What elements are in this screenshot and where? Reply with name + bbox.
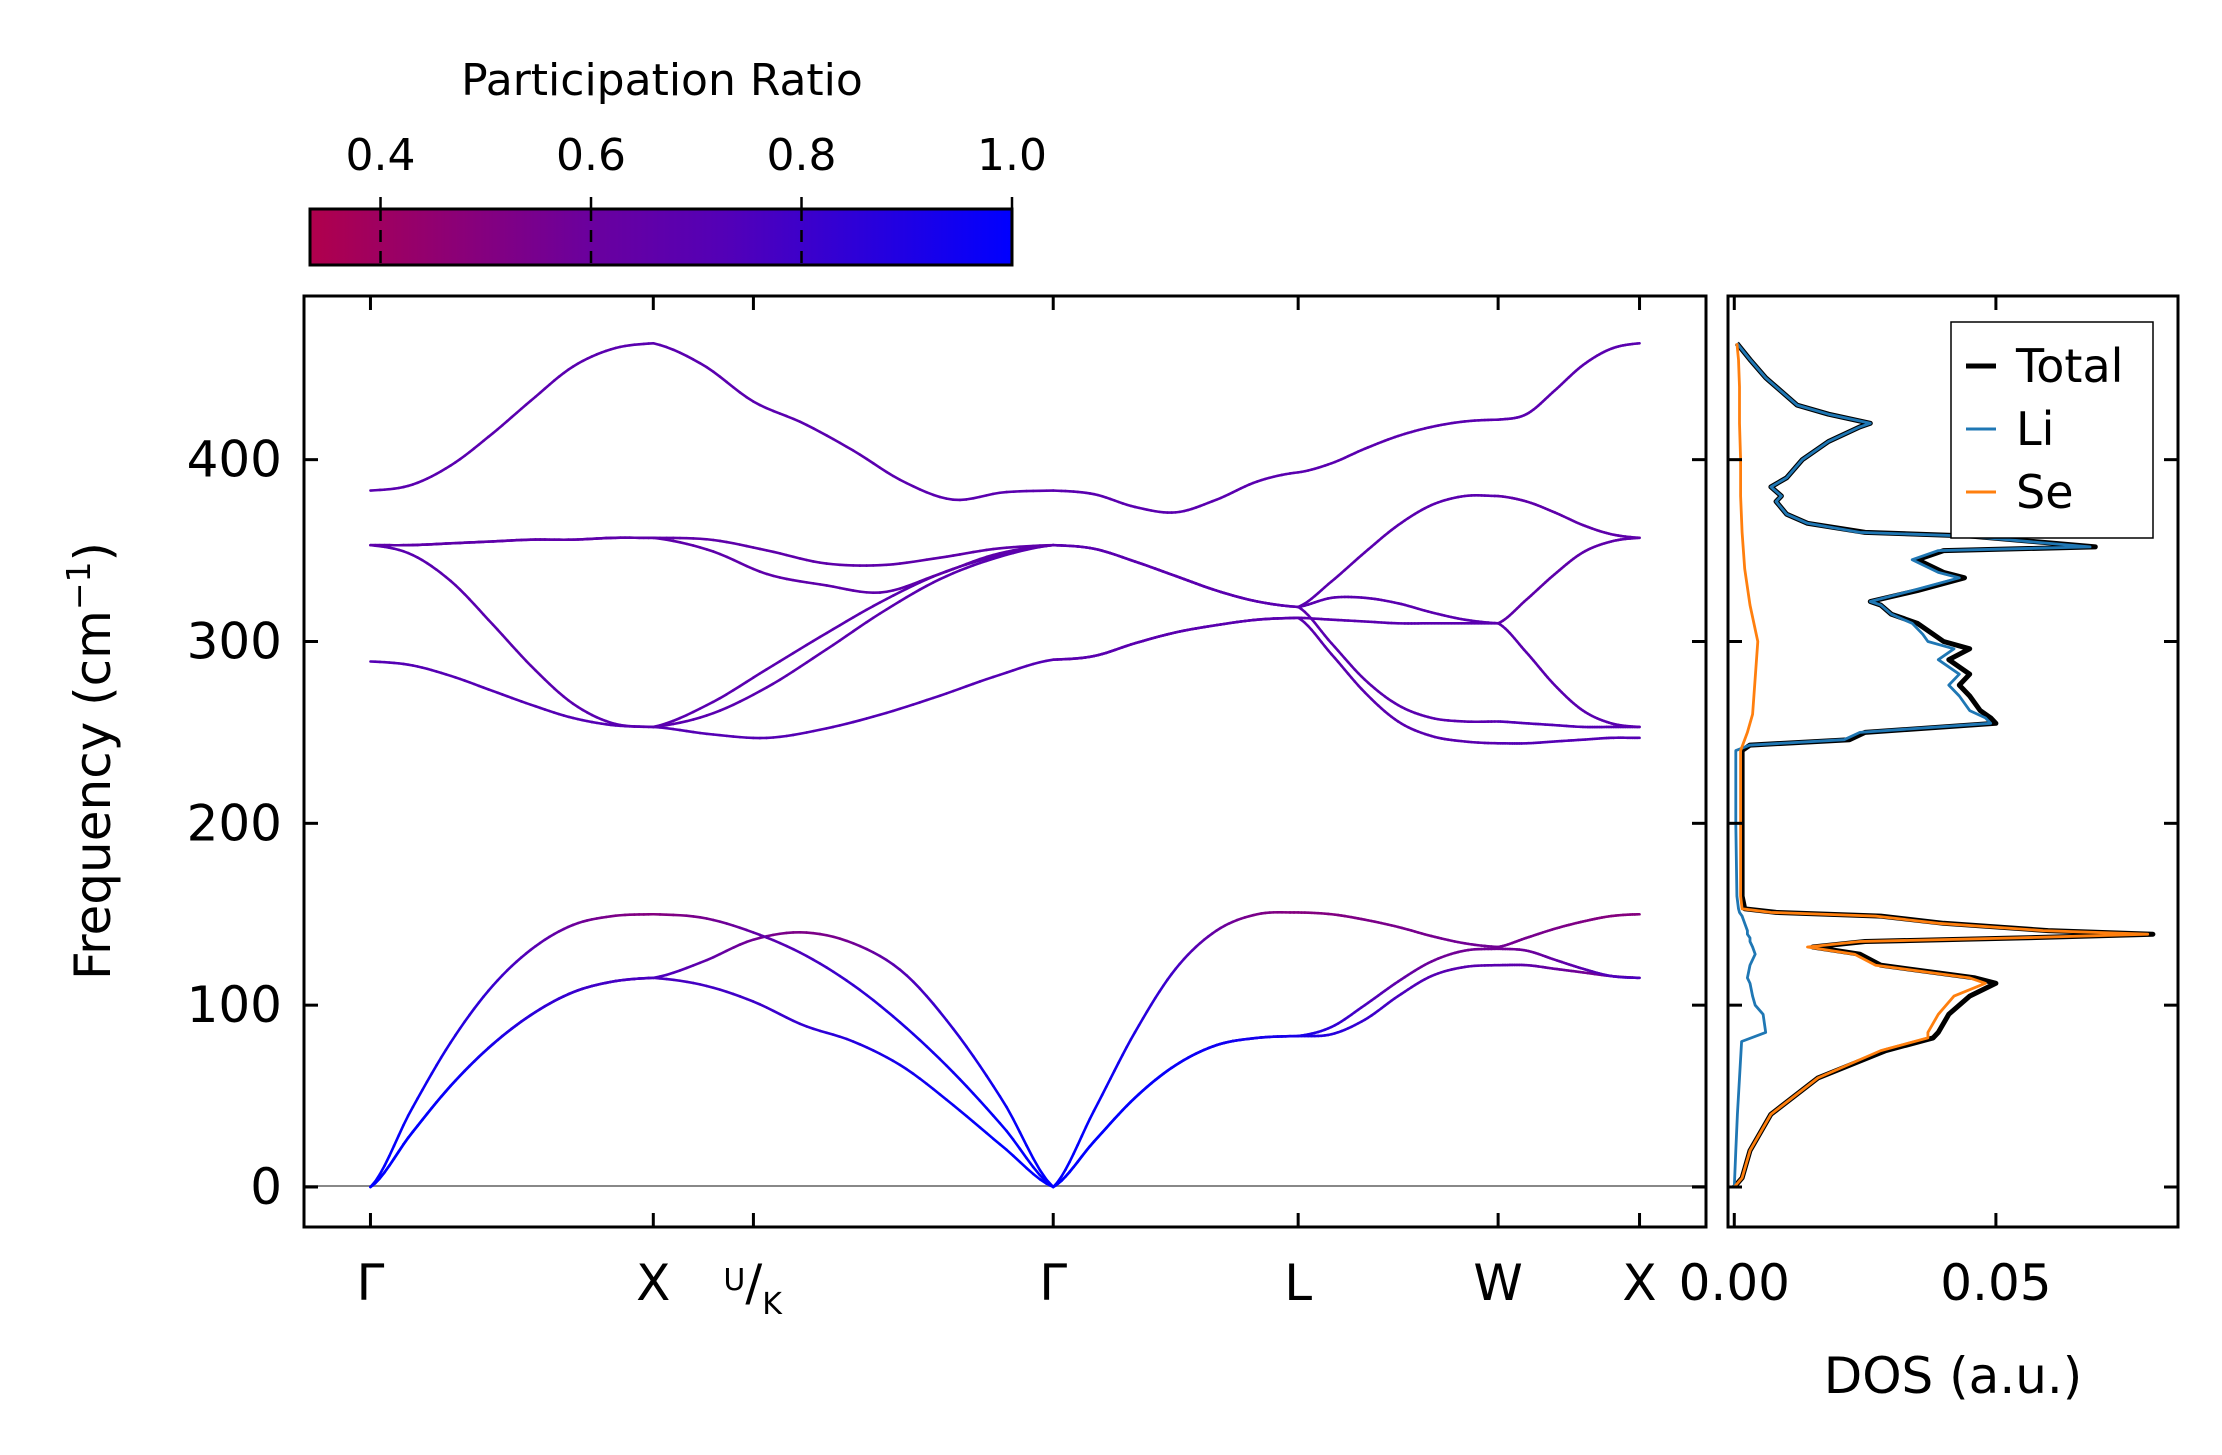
- ytick-label: 200: [187, 794, 282, 852]
- kpoint-label: X: [636, 1254, 670, 1312]
- phonon-branch: [1296, 418, 1500, 474]
- uk-slash: /: [745, 1254, 762, 1312]
- dos-line-li: [1732, 342, 2092, 1188]
- uk-bottom: K: [762, 1287, 783, 1322]
- phonon-branch: [1051, 1034, 1300, 1189]
- kpoint-label: Γ: [357, 1254, 385, 1312]
- phonon-branch: [651, 912, 1055, 1189]
- dos-xtick-label: 0.00: [1679, 1254, 1790, 1312]
- colorbar-gradient: [308, 207, 1014, 267]
- phonon-branch: [1496, 341, 1641, 421]
- ytick-label: 400: [187, 431, 282, 489]
- phonon-branch: [1296, 595, 1500, 625]
- phonon-branch: [369, 976, 655, 1189]
- phonon-branch: [369, 536, 655, 547]
- phonon-branch: [1496, 621, 1641, 729]
- phonon-branch: [1296, 963, 1500, 1038]
- phonon-branch: [369, 660, 655, 729]
- colorbar-tick-label: 0.6: [556, 130, 626, 181]
- kpoint-label: W: [1473, 1254, 1522, 1312]
- ytick-label: 100: [187, 976, 282, 1034]
- frequency-ticks: 0 100 200 300 400: [187, 431, 1706, 1216]
- phonon-branch: [651, 658, 1055, 740]
- dos-ticks: 0.00 0.05: [1679, 296, 2178, 1312]
- kpoint-label: Γ: [1039, 1254, 1067, 1312]
- phonon-branch: [1051, 616, 1300, 661]
- phonon-branch: [369, 912, 655, 1189]
- band-axes-frame: [302, 294, 1708, 1229]
- kpoint-ticks: Γ X U/K Γ L W X: [357, 296, 1657, 1322]
- phonon-branch: [1296, 494, 1500, 609]
- ylabel-superscript: −1: [59, 561, 98, 610]
- phonon-branch: [1051, 616, 1300, 661]
- kpoint-label: L: [1284, 1254, 1312, 1312]
- phonon-branch: [1296, 911, 1500, 949]
- kpoint-label: X: [1622, 1254, 1656, 1312]
- phonon-branch: [1296, 616, 1500, 745]
- dos-axis-label: DOS (a.u.): [1824, 1347, 2083, 1405]
- dos-xtick-label: 0.05: [1940, 1254, 2051, 1312]
- phonon-branch: [1051, 911, 1300, 1189]
- phonon-branch: [1496, 912, 1641, 949]
- colorbar-tick-label: 0.4: [346, 130, 416, 181]
- phonon-branch: [651, 931, 1055, 1189]
- phonon-branch: [1051, 471, 1300, 514]
- phonon-branch: [1496, 736, 1641, 745]
- legend-label-se: Se: [2016, 465, 2074, 519]
- colorbar-tick-label: 1.0: [977, 130, 1047, 181]
- ytick-label: 300: [187, 612, 282, 670]
- phonon-branch: [369, 341, 655, 492]
- phonon-bands: [369, 341, 1641, 1189]
- phonon-branch: [369, 543, 655, 729]
- phonon-branch: [1051, 543, 1300, 609]
- band-structure-panel: Γ X U/K Γ L W X 0 100 200 300 400 Frequency (cm−1): [59, 294, 1708, 1322]
- phonon-branch: [1496, 720, 1641, 729]
- phonon-branch: [1496, 536, 1641, 625]
- frequency-axis-label: Frequency (cm−1): [59, 542, 122, 980]
- phonon-branch: [1051, 1034, 1300, 1189]
- ylabel-main: Frequency (cm: [64, 610, 122, 980]
- phonon-branch: [1296, 947, 1500, 1038]
- phonon-branch: [651, 543, 1055, 729]
- colorbar: Participation Ratio 0.4 0.6 0.8 1.0: [308, 55, 1047, 267]
- uk-top: U: [723, 1263, 745, 1298]
- dos-legend: Total Li Se: [1950, 321, 2154, 539]
- legend-label-total: Total: [2015, 339, 2123, 393]
- colorbar-title: Participation Ratio: [461, 55, 863, 106]
- phonon-branch: [651, 543, 1055, 729]
- colorbar-tick-label: 0.8: [767, 130, 837, 181]
- phonon-branch: [1296, 605, 1500, 724]
- dos-line-se: [1733, 343, 2150, 1188]
- ytick-label: 0: [250, 1158, 282, 1216]
- ylabel-close: ): [64, 542, 122, 562]
- kpoint-label-uk: U/K: [723, 1254, 783, 1322]
- dos-axes-frame: [1726, 294, 2180, 1229]
- dos-curves: [1732, 341, 2156, 1189]
- phonon-branch: [651, 341, 1055, 502]
- phonon-branch: [651, 976, 1055, 1189]
- legend-label-li: Li: [2016, 402, 2054, 456]
- colorbar-ticks: 0.4 0.6 0.8 1.0: [346, 130, 1047, 265]
- phonon-branch: [369, 976, 655, 1189]
- dos-panel: 0.00 0.05 DOS (a.u.) Total Li Se: [1679, 294, 2180, 1405]
- phonon-branch: [1496, 494, 1641, 540]
- phonon-branch: [651, 536, 1055, 567]
- phonon-branch: [1496, 947, 1641, 980]
